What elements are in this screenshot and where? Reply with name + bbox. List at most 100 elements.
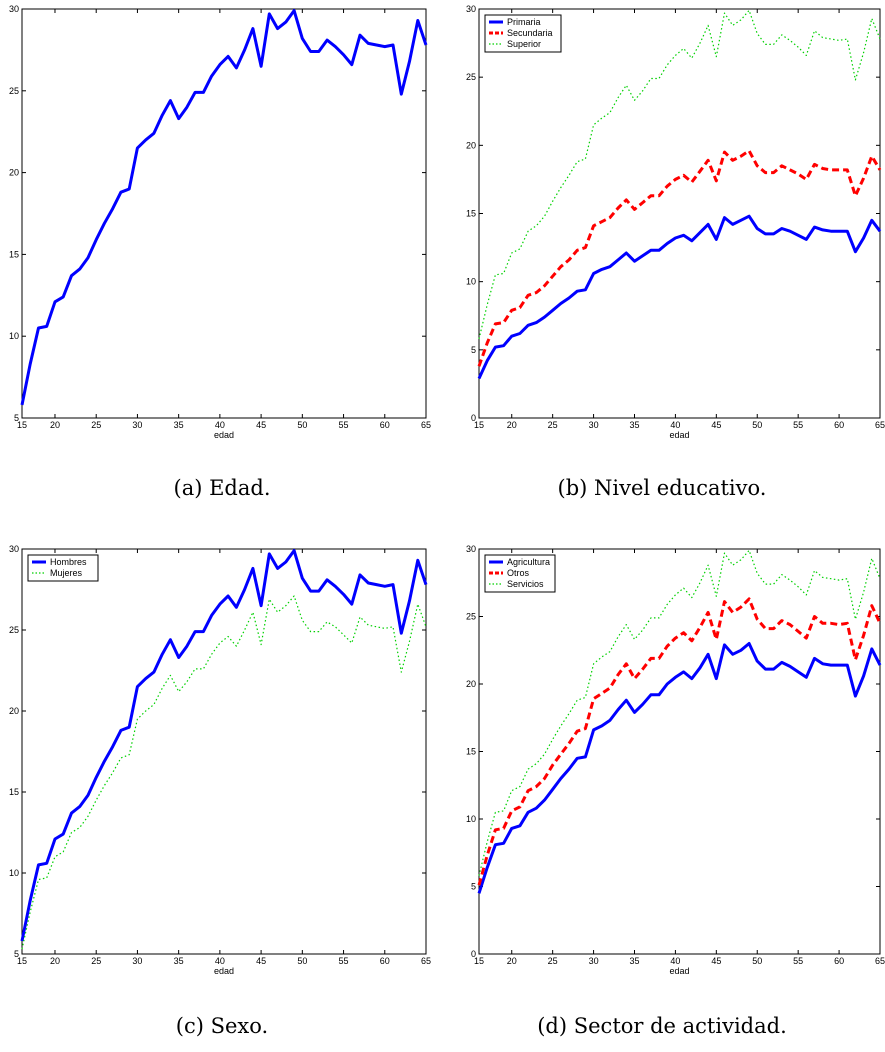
x-tick-label: 30 [589,420,599,430]
x-tick-label: 55 [793,956,803,966]
x-tick-label: 15 [474,420,484,430]
x-tick-label: 55 [339,420,349,430]
y-tick-label: 5 [14,413,19,423]
x-tick-label: 50 [752,956,762,966]
x-tick-label: 35 [629,420,639,430]
x-tick-label: 50 [297,420,307,430]
series-line-superior [478,9,881,340]
y-tick-label: 10 [466,814,476,824]
plot-frame [478,8,881,419]
x-tick-label: 35 [174,420,184,430]
series-line-servicios [478,549,881,876]
series-line-secundaria [477,149,882,367]
chart-panel-d: 15 20 25 30 35 40 45 50 55 60 65 0 5 10 15 20 25 30 edad Ag… [466,544,885,976]
x-tick-label: 15 [474,956,484,966]
legend-label: Superior [507,39,541,49]
x-tick-label: 35 [629,956,639,966]
legend-label: Secundaria [507,28,553,38]
legend-label: Otros [507,568,530,578]
y-tick-label: 25 [9,625,19,635]
x-tick-label: 40 [670,420,680,430]
x-tick-label: 30 [589,956,599,966]
legend-label: Primaria [507,17,541,27]
y-tick-label: 5 [14,949,19,959]
x-tick-label: 65 [875,956,885,966]
y-tick-label: 0 [471,949,476,959]
series-line-otros [477,597,882,886]
x-tick-label: 60 [834,956,844,966]
x-tick-label: 20 [50,420,60,430]
series-line-main [20,9,428,406]
x-tick-label: 40 [215,956,225,966]
y-tick-label: 15 [466,747,476,757]
legend-box [27,554,99,582]
x-axis-title: edad [669,430,689,440]
x-tick-label: 35 [174,956,184,966]
x-tick-label: 65 [875,420,885,430]
plot-frame [21,548,427,955]
y-tick-label: 20 [9,706,19,716]
y-tick-label: 15 [466,209,476,219]
x-tick-label: 20 [507,956,517,966]
legend-label: Servicios [507,579,544,589]
x-tick-label: 40 [215,420,225,430]
legend-label: Mujeres [50,568,83,578]
y-tick-label: 10 [9,331,19,341]
x-tick-label: 60 [380,956,390,966]
y-tick-label: 30 [466,544,476,554]
x-tick-label: 45 [256,420,266,430]
x-tick-label: 55 [793,420,803,430]
y-tick-label: 15 [9,249,19,259]
x-tick-label: 20 [507,420,517,430]
y-tick-label: 0 [471,413,476,423]
y-tick-label: 5 [471,345,476,355]
x-tick-label: 25 [91,420,101,430]
x-tick-label: 60 [380,420,390,430]
x-tick-label: 30 [132,420,142,430]
plot-frame [21,8,427,419]
x-tick-label: 25 [548,420,558,430]
series-line-hombres [20,549,428,942]
y-tick-label: 15 [9,787,19,797]
x-tick-label: 30 [132,956,142,966]
caption-b: (b) Nivel educativo. [557,476,767,500]
x-axis-title: edad [669,966,689,976]
x-tick-label: 15 [17,420,27,430]
x-tick-label: 40 [670,956,680,966]
x-axis-title: edad [214,430,234,440]
x-tick-label: 50 [752,420,762,430]
x-tick-label: 45 [711,420,721,430]
legend-label: Agricultura [507,557,550,567]
y-tick-label: 10 [466,277,476,287]
caption-a: (a) Edad. [173,476,271,500]
x-tick-label: 50 [297,956,307,966]
series-line-agricultura [477,642,882,894]
chart-panel-b: 15 20 25 30 35 40 45 50 55 60 65 0 5 10 15 20 25 30 edad Pr… [466,4,885,440]
x-tick-label: 65 [421,956,431,966]
x-tick-label: 45 [256,956,266,966]
chart-panel-c: 15 20 25 30 35 40 45 50 55 60 65 5 10 15 20 25 30 edad Hom… [9,544,431,976]
y-tick-label: 20 [466,140,476,150]
x-tick-label: 25 [91,956,101,966]
x-tick-label: 25 [548,956,558,966]
caption-d: (d) Sector de actividad. [537,1014,787,1038]
legend-label: Hombres [50,557,87,567]
x-axis-title: edad [214,966,234,976]
x-tick-label: 60 [834,420,844,430]
y-tick-label: 25 [9,86,19,96]
plot-frame [478,548,881,955]
y-tick-label: 30 [9,4,19,14]
x-tick-label: 55 [339,956,349,966]
y-tick-label: 20 [466,679,476,689]
x-tick-label: 20 [50,956,60,966]
series-line-mujeres [21,595,427,950]
y-tick-label: 20 [9,168,19,178]
x-tick-label: 45 [711,956,721,966]
y-tick-label: 10 [9,868,19,878]
chart-panel-a: 15 20 25 30 35 40 45 50 55 60 65 5 10 15 20 25 30 edad [9,4,431,440]
y-tick-label: 30 [466,4,476,14]
y-tick-label: 5 [471,882,476,892]
